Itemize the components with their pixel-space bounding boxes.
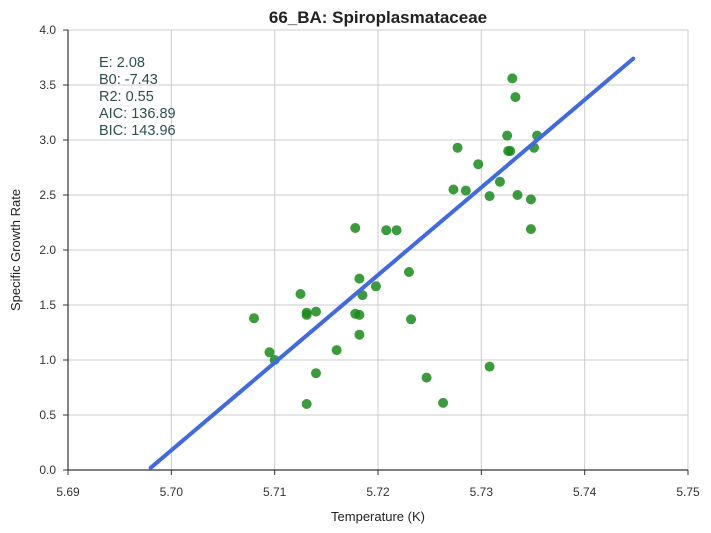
stat-aic: AIC: 136.89 xyxy=(99,106,176,122)
data-point xyxy=(510,92,521,103)
stat-e: E: 2.08 xyxy=(99,55,145,71)
data-point xyxy=(354,309,365,320)
data-point xyxy=(249,313,259,324)
stat-r2: R2: 0.55 xyxy=(99,89,154,105)
data-point xyxy=(512,190,523,200)
data-point xyxy=(507,73,518,84)
data-point xyxy=(295,289,306,299)
data-point xyxy=(502,130,513,141)
data-point xyxy=(460,185,471,196)
y-tick-label: 1.5 xyxy=(39,298,56,312)
data-point xyxy=(525,194,536,205)
y-tick-label: 1.0 xyxy=(39,353,56,367)
data-point xyxy=(448,184,459,195)
x-axis-label: Temperature (K) xyxy=(331,509,425,524)
tick-labels: 5.69 5.70 5.71 5.72 5.73 5.74 5.75 0.0 0.5 1.0 1.5… xyxy=(39,23,700,499)
x-tick-label: 5.71 xyxy=(263,485,287,499)
data-point xyxy=(331,345,342,356)
y-tick-label: 3.0 xyxy=(39,133,56,147)
y-tick-label: 0.5 xyxy=(39,408,56,422)
grid-lines xyxy=(68,29,689,470)
data-point xyxy=(505,146,516,156)
x-tick-label: 5.75 xyxy=(676,485,700,499)
fit-line-group xyxy=(148,56,636,470)
data-point xyxy=(473,159,484,170)
x-tick-label: 5.73 xyxy=(470,485,494,499)
data-point xyxy=(354,329,365,340)
y-tick-label: 0.0 xyxy=(39,463,56,477)
data-points xyxy=(249,73,543,409)
data-point xyxy=(311,368,321,379)
x-tick-label: 5.70 xyxy=(160,485,184,499)
data-point xyxy=(404,267,414,277)
data-point xyxy=(438,397,449,408)
data-point xyxy=(406,314,417,325)
y-tick-label: 2.5 xyxy=(39,188,56,202)
axes xyxy=(63,29,689,475)
data-point xyxy=(452,142,463,153)
data-point xyxy=(264,347,275,358)
data-point xyxy=(354,273,365,284)
stats-annotation: E: 2.08 B0: -7.43 R2: 0.55 AIC: 136.89 B… xyxy=(99,55,176,139)
x-tick-label: 5.69 xyxy=(56,485,80,499)
y-tick-label: 4.0 xyxy=(39,23,56,37)
fit-line xyxy=(148,56,636,470)
data-point xyxy=(421,372,432,383)
y-tick-label: 3.5 xyxy=(39,78,56,92)
data-point xyxy=(484,191,495,202)
y-tick-label: 2.0 xyxy=(39,243,56,257)
x-tick-label: 5.72 xyxy=(366,485,390,499)
data-point xyxy=(391,225,402,236)
x-tick-label: 5.74 xyxy=(573,485,597,499)
data-point xyxy=(301,399,312,409)
data-point xyxy=(525,224,536,235)
data-point xyxy=(370,281,381,292)
data-point xyxy=(494,176,505,187)
chart-title: 66_BA: Spiroplasmataceae xyxy=(269,8,487,27)
data-point xyxy=(350,223,361,233)
data-point xyxy=(484,361,495,372)
data-point xyxy=(301,307,312,318)
data-point xyxy=(311,306,321,317)
y-axis-label: Specific Growth Rate xyxy=(8,189,23,311)
stat-bic: BIC: 143.96 xyxy=(99,123,176,139)
data-point xyxy=(381,225,392,236)
stat-b0: B0: -7.43 xyxy=(99,72,158,88)
